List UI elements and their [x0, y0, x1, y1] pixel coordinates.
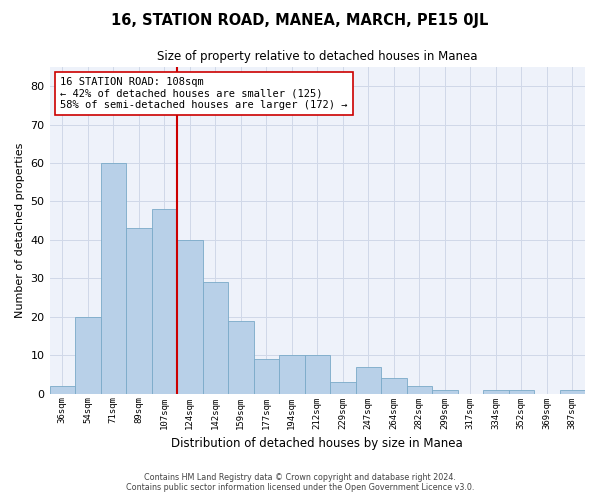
Text: 16, STATION ROAD, MANEA, MARCH, PE15 0JL: 16, STATION ROAD, MANEA, MARCH, PE15 0JL	[112, 12, 488, 28]
Bar	[50, 386, 75, 394]
Bar	[560, 390, 585, 394]
Bar	[432, 390, 458, 394]
X-axis label: Distribution of detached houses by size in Manea: Distribution of detached houses by size …	[172, 437, 463, 450]
Bar	[152, 209, 177, 394]
Bar	[305, 355, 330, 394]
Text: Contains HM Land Registry data © Crown copyright and database right 2024.
Contai: Contains HM Land Registry data © Crown c…	[126, 473, 474, 492]
Bar	[126, 228, 152, 394]
Bar	[483, 390, 509, 394]
Bar	[75, 317, 101, 394]
Bar	[279, 355, 305, 394]
Bar	[228, 320, 254, 394]
Bar	[407, 386, 432, 394]
Bar	[356, 366, 381, 394]
Bar	[101, 163, 126, 394]
Y-axis label: Number of detached properties: Number of detached properties	[15, 142, 25, 318]
Bar	[177, 240, 203, 394]
Bar	[330, 382, 356, 394]
Bar	[203, 282, 228, 394]
Bar	[381, 378, 407, 394]
Bar	[509, 390, 534, 394]
Title: Size of property relative to detached houses in Manea: Size of property relative to detached ho…	[157, 50, 478, 63]
Bar	[254, 359, 279, 394]
Text: 16 STATION ROAD: 108sqm
← 42% of detached houses are smaller (125)
58% of semi-d: 16 STATION ROAD: 108sqm ← 42% of detache…	[60, 76, 348, 110]
